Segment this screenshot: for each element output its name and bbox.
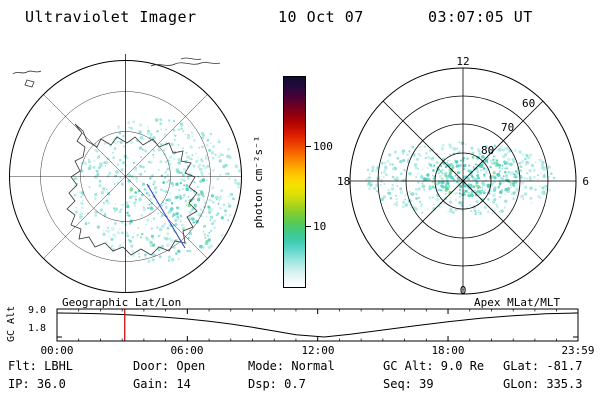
status-gain: Gain: 14 xyxy=(133,377,191,391)
status-dsp: Dsp: 0.7 xyxy=(248,377,306,391)
status-gc-alt: GC Alt: 9.0 Re xyxy=(383,359,485,373)
status-glat: GLat: -81.7 xyxy=(503,359,583,373)
colorbar-axis-label: photon cm⁻²s⁻¹ xyxy=(252,135,265,229)
coastline-islands xyxy=(12,57,221,88)
colorbar-tick-100 xyxy=(306,146,311,147)
mlat-70-label: 70 xyxy=(501,121,514,134)
colorbar-tick-label-10: 10 xyxy=(313,220,327,233)
status-flt: Flt: LBHL xyxy=(8,359,74,373)
strip-xtick-2: 12:00 xyxy=(301,344,335,357)
mlt-0-label: 0 xyxy=(460,284,467,297)
geographic-polar-map xyxy=(9,54,242,293)
spacecraft-track-line xyxy=(146,183,186,249)
apex-mlt-dial: 12 18 6 0 60 70 80 xyxy=(337,55,589,297)
coastline-antarctica xyxy=(66,123,198,256)
time-label: 03:07:05 UT xyxy=(428,8,533,26)
status-ip: IP: 36.0 xyxy=(8,377,66,391)
aurora-emission-dots-geo xyxy=(73,118,241,263)
mlt-12-label: 12 xyxy=(456,55,469,68)
mlt-spoke-diag2 xyxy=(382,100,544,262)
mlt-6-label: 6 xyxy=(582,175,589,188)
strip-xtick-4: 23:59 xyxy=(561,344,595,357)
colorbar-gradient xyxy=(283,76,306,288)
status-mode: Mode: Normal xyxy=(248,359,335,373)
colorbar-tick-10 xyxy=(306,226,311,227)
strip-xtick-0: 00:00 xyxy=(40,344,74,357)
left-panel-caption: Geographic Lat/Lon xyxy=(62,296,182,309)
colorbar-tick-label-100: 100 xyxy=(313,140,333,153)
strip-ytick-top: 9.0 xyxy=(28,305,47,316)
strip-xtick-1: 06:00 xyxy=(170,344,204,357)
meridian-line-diag2 xyxy=(43,94,208,259)
strip-ytick-bottom: 1.8 xyxy=(28,323,47,334)
status-glon: GLon: 335.3 xyxy=(503,377,583,391)
status-seq: Seq: 39 xyxy=(383,377,434,391)
gc-alt-curve xyxy=(56,312,579,338)
dial-labels: 12 18 6 0 60 70 80 xyxy=(337,55,589,297)
date-label: 10 Oct 07 xyxy=(278,8,364,26)
geo-grid xyxy=(9,54,242,293)
right-panel-caption: Apex MLat/MLT xyxy=(474,296,561,309)
mlat-80-label: 80 xyxy=(481,144,494,157)
altitude-strip-chart xyxy=(56,308,579,342)
mlt-18-label: 18 xyxy=(337,175,350,188)
strip-y-axis-label: GC Alt xyxy=(6,305,17,342)
status-door: Door: Open xyxy=(133,359,206,373)
strip-xtick-3: 18:00 xyxy=(431,344,465,357)
dial-grid xyxy=(349,67,577,295)
app-title: Ultraviolet Imager xyxy=(25,8,197,26)
mlat-60-label: 60 xyxy=(522,97,535,110)
